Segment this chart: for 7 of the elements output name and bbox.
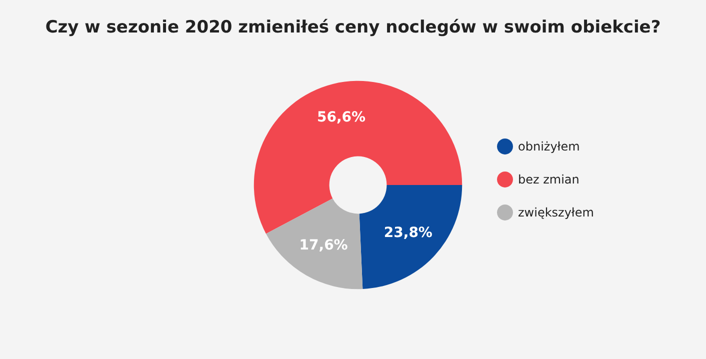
chart-title: Czy w sezonie 2020 zmieniłeś ceny noclegów w swoim obiekcie? [45, 18, 661, 38]
data-label: 56,6% [316, 110, 366, 126]
legend-label: obniżyłem [518, 140, 580, 154]
legend-label: bez zmian [518, 172, 580, 186]
data-label: 23,8% [384, 224, 432, 241]
data-label: 17,6% [299, 237, 348, 254]
legend-label: zwiększyłem [518, 206, 594, 220]
